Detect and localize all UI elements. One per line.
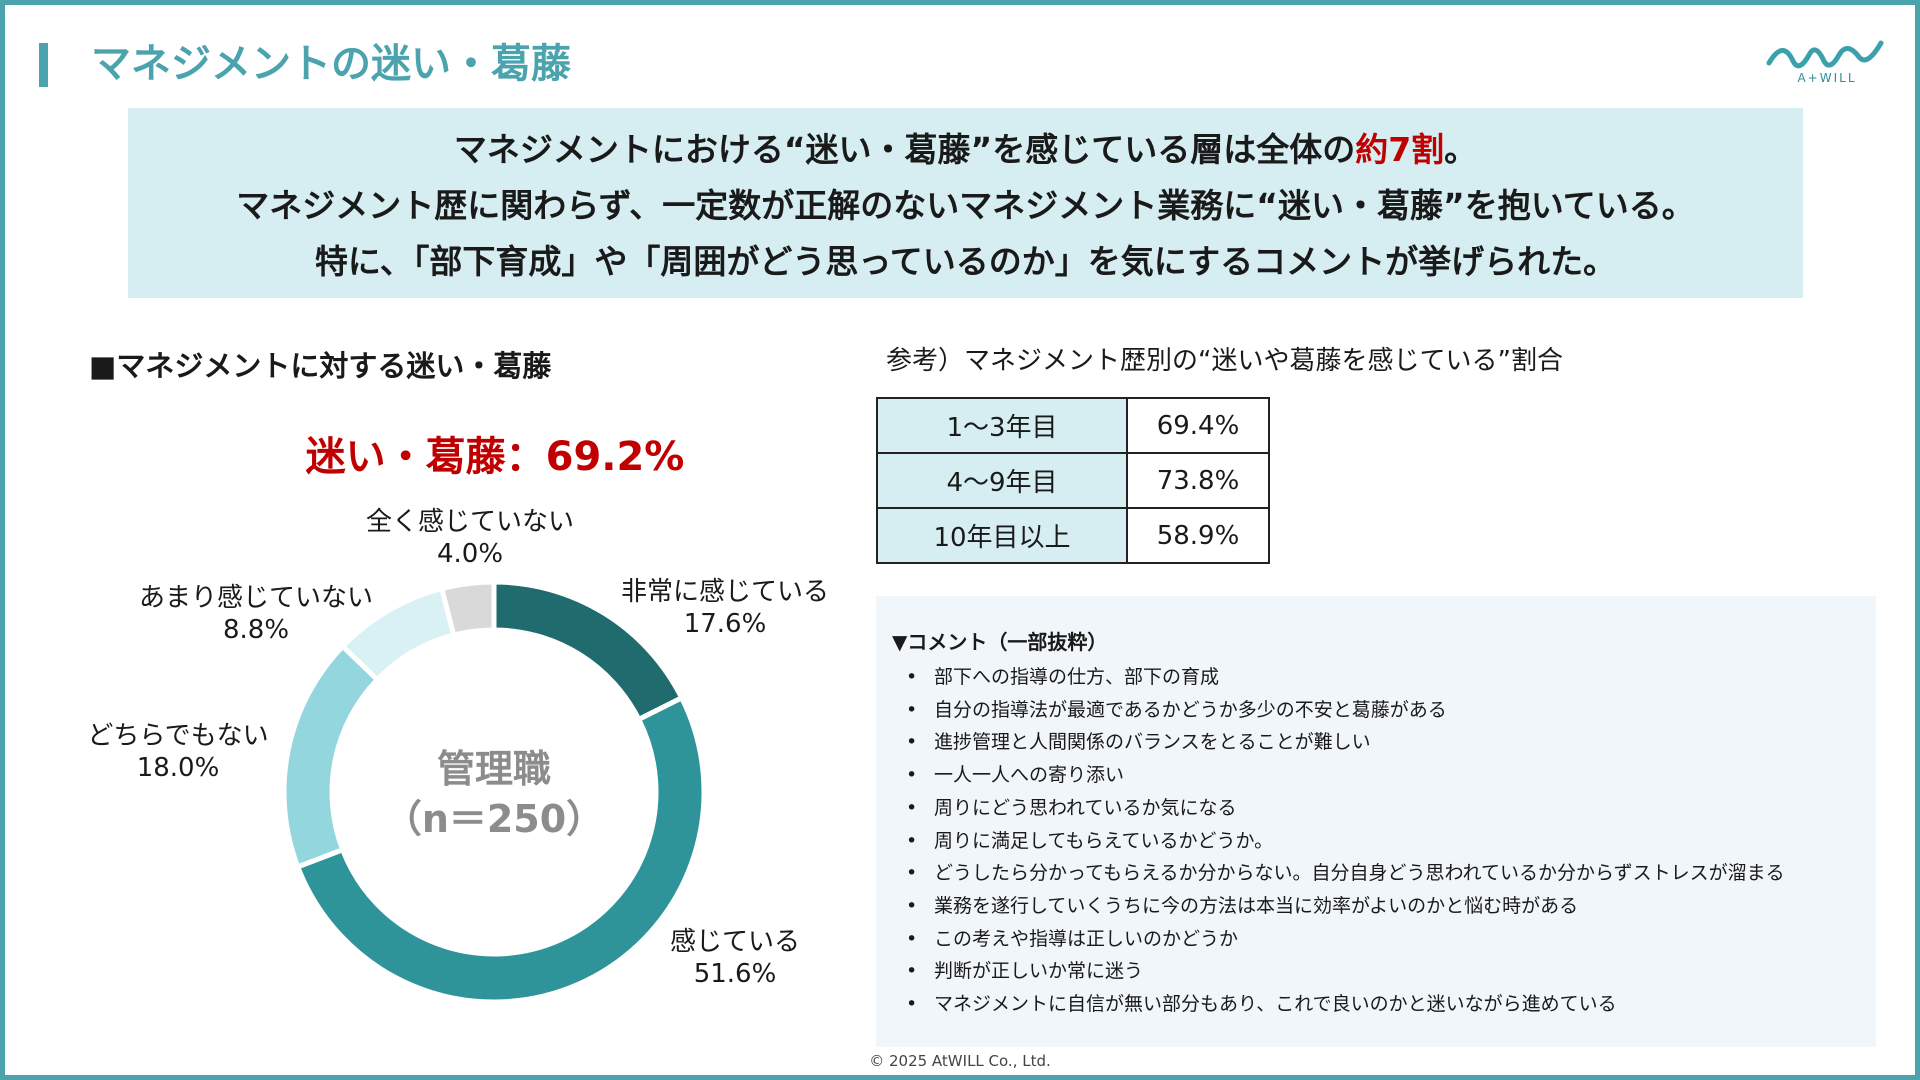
bullet-icon: • (906, 993, 918, 1016)
list-item: • 周りに満足してもらえているかどうか。 (892, 825, 1876, 858)
label-feel-name: 感じている (669, 927, 800, 957)
summary-highlight: 約7割 (1355, 130, 1445, 169)
comment-text: 一人一人への寄り添い (934, 764, 1125, 787)
atwill-logo-icon (1766, 40, 1884, 69)
list-item: • この考えや指導は正しいのかどうか (892, 923, 1876, 956)
list-item: • 判断が正しいか常に迷う (892, 955, 1876, 988)
label-not-much-name: あまり感じていない (138, 583, 373, 613)
comment-text: マネジメントに自信が無い部分もあり、これで良いのかと迷いながら進めている (934, 993, 1617, 1016)
bullet-icon: • (906, 698, 918, 721)
list-item: • どうしたら分かってもらえるか分からない。自分自身どう思われているか分からずスト… (892, 857, 1876, 890)
label-neutral: どちらでもない 18.0% (68, 720, 288, 784)
comments-heading: ▼コメント（一部抜粋） (892, 630, 1108, 654)
label-not-at-all: 全く感じていない 4.0% (340, 506, 600, 570)
reference-value: 69.4% (1126, 397, 1270, 454)
list-item: • 一人一人への寄り添い (892, 759, 1876, 792)
comments-box: ▼コメント（一部抜粋） • 部下への指導の仕方、部下の育成 • 自分の指導法が最適であ… (876, 596, 1876, 1047)
label-not-at-all-name: 全く感じていない (365, 507, 574, 537)
comment-text: 進捗管理と人間関係のバランスをとることが難しい (934, 731, 1371, 754)
chart-headline: 迷い・葛藤：69.2% (305, 434, 685, 480)
label-feel: 感じている 51.6% (640, 926, 830, 990)
donut-center-label: 管理職 (437, 747, 551, 791)
table-row: 1～3年目 69.4% (876, 397, 1270, 454)
comment-text: 業務を遂行していくうちに今の方法は本当に効率がよいのかと悩む時がある (934, 894, 1579, 917)
label-not-much-value: 8.8% (222, 615, 290, 645)
list-item: • 自分の指導法が最適であるかどうか多少の不安と葛藤がある (892, 694, 1876, 727)
comment-text: 周りに満足してもらえているかどうか。 (934, 829, 1274, 852)
copyright-footer: © 2025 AtWILL Co., Ltd. (869, 1052, 1051, 1070)
reference-label: 1～3年目 (876, 397, 1128, 454)
slice-feel (294, 694, 707, 1005)
label-very-much-name: 非常に感じている (620, 577, 829, 607)
bullet-icon: • (906, 894, 918, 917)
logo-text: A+WILL (1797, 71, 1857, 85)
label-neutral-value: 18.0% (136, 753, 220, 783)
donut-center-sample-size: （n＝250） (384, 797, 604, 841)
bullet-icon: • (906, 927, 918, 950)
comment-text: 判断が正しいか常に迷う (934, 960, 1144, 983)
page-title: マネジメントの迷い・葛藤 (91, 41, 571, 87)
summary-box: マネジメントにおける“迷い・葛藤”を感じている層は全体の約7割。 マネジメント歴… (128, 108, 1803, 298)
slice-not-at-all (438, 579, 497, 639)
bullet-icon: • (906, 960, 918, 983)
slice-neutral (281, 642, 381, 871)
reference-value: 58.9% (1126, 507, 1270, 564)
table-row: 10年目以上 58.9% (876, 507, 1270, 564)
label-very-much-value: 17.6% (683, 609, 767, 639)
list-item: • 周りにどう思われているか気になる (892, 792, 1876, 825)
list-item: • 部下への指導の仕方、部下の育成 (892, 661, 1876, 694)
table-row: 4～9年目 73.8% (876, 452, 1270, 509)
list-item: • 進捗管理と人間関係のバランスをとることが難しい (892, 726, 1876, 759)
reference-value: 73.8% (1126, 452, 1270, 509)
summary-line-3: 特に、「部下育成」や「周囲がどう思っているのか」を気にするコメントが挙げられた。 (314, 242, 1617, 281)
list-item: • マネジメントに自信が無い部分もあり、これで良いのかと迷いながら進めている (892, 988, 1876, 1021)
reference-title: 参考）マネジメント歴別の“迷いや葛藤を感じている”割合 (886, 346, 1563, 376)
bullet-icon: • (906, 829, 918, 852)
label-neutral-name: どちらでもない (87, 721, 269, 751)
bullet-icon: • (906, 666, 918, 688)
summary-line-2: マネジメント歴に関わらず、一定数が正解のないマネジメント業務に“迷い・葛藤”を抱… (236, 186, 1695, 225)
label-not-much: あまり感じていない 8.8% (116, 582, 396, 646)
comment-text: この考えや指導は正しいのかどうか (934, 927, 1239, 950)
title-accent-bar (39, 43, 48, 87)
comment-text: どうしたら分かってもらえるか分からない。自分自身どう思われているか分からずストレ… (934, 862, 1785, 885)
reference-label: 10年目以上 (876, 507, 1128, 564)
comment-text: 周りにどう思われているか気になる (934, 796, 1237, 819)
bullet-icon: • (906, 796, 918, 819)
list-item: • 業務を遂行していくうちに今の方法は本当に効率がよいのかと悩む時がある (892, 890, 1876, 923)
summary-line-1: マネジメントにおける“迷い・葛藤”を感じている層は全体の約7割。 (453, 130, 1478, 169)
reference-label: 4～9年目 (876, 452, 1128, 509)
reference-table: 1～3年目 69.4% 4～9年目 73.8% 10年目以上 58.9% (876, 397, 1270, 564)
comment-text: 部下への指導の仕方、部下の育成 (934, 666, 1220, 688)
label-feel-value: 51.6% (693, 959, 777, 989)
comment-list: • 部下への指導の仕方、部下の育成 • 自分の指導法が最適であるかどうか多少の不安と葛… (892, 661, 1876, 1021)
comment-text: 自分の指導法が最適であるかどうか多少の不安と葛藤がある (934, 698, 1447, 721)
chart-title: ■マネジメントに対する迷い・葛藤 (89, 349, 552, 383)
bullet-icon: • (906, 862, 918, 885)
label-not-at-all-value: 4.0% (436, 539, 504, 569)
bullet-icon: • (906, 731, 918, 754)
label-very-much: 非常に感じている 17.6% (610, 576, 840, 640)
bullet-icon: • (906, 764, 918, 787)
